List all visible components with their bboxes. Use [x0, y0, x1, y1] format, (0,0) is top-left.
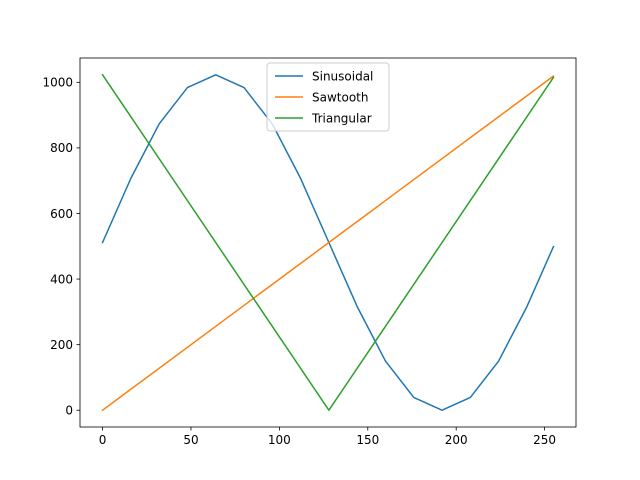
legend-label: Sawtooth	[312, 90, 368, 104]
series-line-sawtooth	[101, 75, 555, 412]
y-tick-label: 400	[50, 272, 73, 286]
y-tick-label: 800	[50, 141, 73, 155]
x-tick-label: 150	[356, 433, 379, 447]
y-tick-label: 200	[50, 338, 73, 352]
x-tick-label: 250	[533, 433, 556, 447]
y-tick-label: 1000	[42, 76, 73, 90]
x-tick-label: 200	[445, 433, 468, 447]
series-line-triangular	[101, 73, 555, 411]
legend-box	[266, 62, 390, 132]
x-tick-label: 100	[268, 433, 291, 447]
legend: Sinusoidal Sawtooth Triangular	[266, 62, 390, 132]
y-axis: 0 200 400 600 800 1000	[42, 76, 80, 418]
y-tick-label: 600	[50, 207, 73, 221]
y-tick-label: 0	[65, 404, 73, 418]
legend-label: Triangular	[311, 111, 372, 125]
x-axis: 0 50 100 150 200 250	[99, 427, 556, 447]
x-tick-label: 0	[99, 433, 107, 447]
legend-label: Sinusoidal	[312, 69, 373, 83]
axes-frame	[79, 57, 577, 428]
x-tick-label: 50	[183, 433, 198, 447]
series-lines	[101, 73, 555, 412]
